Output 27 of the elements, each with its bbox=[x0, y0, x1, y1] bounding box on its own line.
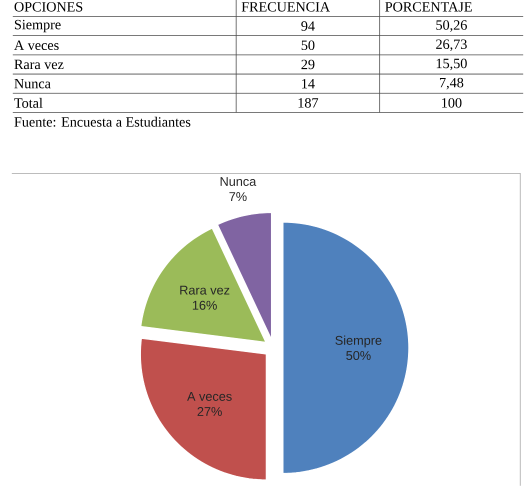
text: PORCENTAJE bbox=[385, 2, 472, 12]
data-label: 26,73 bbox=[436, 40, 467, 52]
data-label: 15,50 bbox=[436, 58, 467, 70]
slice-label: Rara vez bbox=[180, 286, 230, 295]
data-label: 94 bbox=[301, 21, 315, 31]
data-label: 50% bbox=[346, 351, 371, 360]
data-label: 7% bbox=[229, 192, 247, 202]
data-label: 7,48 bbox=[440, 78, 464, 90]
data-label: 187 bbox=[298, 98, 318, 108]
slice-label: Siempre bbox=[335, 336, 382, 348]
category-label: A veces bbox=[14, 40, 59, 50]
data-label: 29 bbox=[301, 60, 314, 70]
text: OPCIONES bbox=[14, 2, 82, 12]
data-label: 27% bbox=[198, 407, 222, 416]
category-label: Siempre bbox=[14, 20, 61, 32]
text: FRECUENCIA bbox=[242, 2, 330, 12]
category-label: Rara vez bbox=[14, 60, 64, 70]
data-label: 50 bbox=[302, 40, 314, 50]
slice-label: Nunca bbox=[220, 177, 256, 186]
data-label: 14 bbox=[302, 79, 315, 88]
category-label: Nunca bbox=[14, 79, 51, 88]
data-label: 100 bbox=[442, 98, 462, 108]
data-label: 16% bbox=[192, 300, 217, 310]
data-label: 50,26 bbox=[436, 20, 467, 32]
category-label: Total bbox=[14, 98, 43, 108]
source-note: Fuente: Encuesta a Estudiantes bbox=[14, 116, 190, 127]
slice-label: A veces bbox=[187, 392, 232, 401]
